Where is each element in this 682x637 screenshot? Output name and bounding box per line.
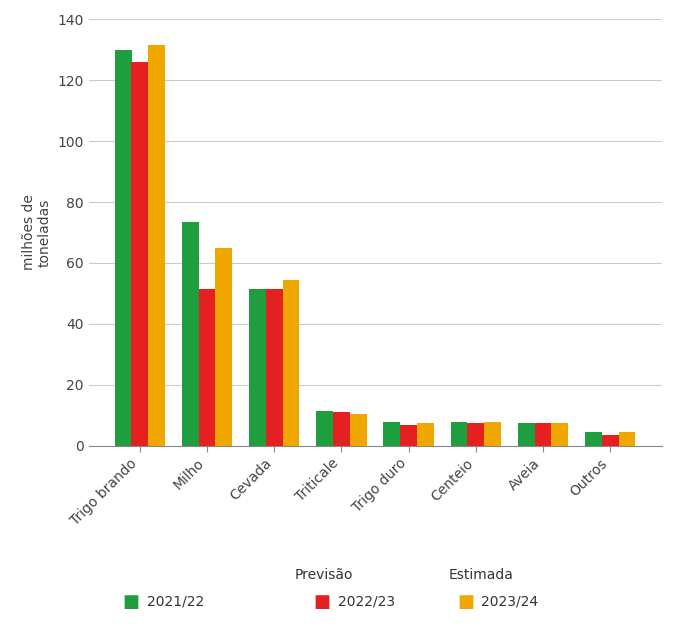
Y-axis label: milhões de
toneladas: milhões de toneladas — [22, 194, 52, 271]
Bar — [383, 422, 400, 446]
Bar — [132, 62, 148, 446]
Bar — [400, 424, 417, 446]
Bar — [333, 412, 350, 446]
Text: ■: ■ — [457, 593, 474, 611]
Bar — [115, 50, 132, 446]
Bar — [316, 411, 333, 446]
Bar — [216, 248, 233, 446]
Text: Previsão: Previsão — [295, 568, 353, 582]
Bar — [619, 432, 636, 446]
Bar — [585, 432, 602, 446]
Bar — [283, 280, 299, 446]
Text: ■: ■ — [314, 593, 331, 611]
Bar — [350, 414, 367, 446]
Bar — [535, 423, 552, 446]
Text: ■: ■ — [123, 593, 140, 611]
Bar — [198, 289, 216, 446]
Bar — [552, 423, 568, 446]
Text: 2023/24: 2023/24 — [481, 595, 538, 609]
Text: Estimada: Estimada — [448, 568, 514, 582]
Bar — [266, 289, 283, 446]
Text: 2021/22: 2021/22 — [147, 595, 204, 609]
Bar — [148, 45, 165, 446]
Bar — [451, 422, 467, 446]
Bar — [182, 222, 198, 446]
Bar — [484, 422, 501, 446]
Bar — [249, 289, 266, 446]
Text: 2022/23: 2022/23 — [338, 595, 395, 609]
Bar — [602, 435, 619, 446]
Bar — [467, 423, 484, 446]
Bar — [417, 423, 434, 446]
Bar — [518, 423, 535, 446]
